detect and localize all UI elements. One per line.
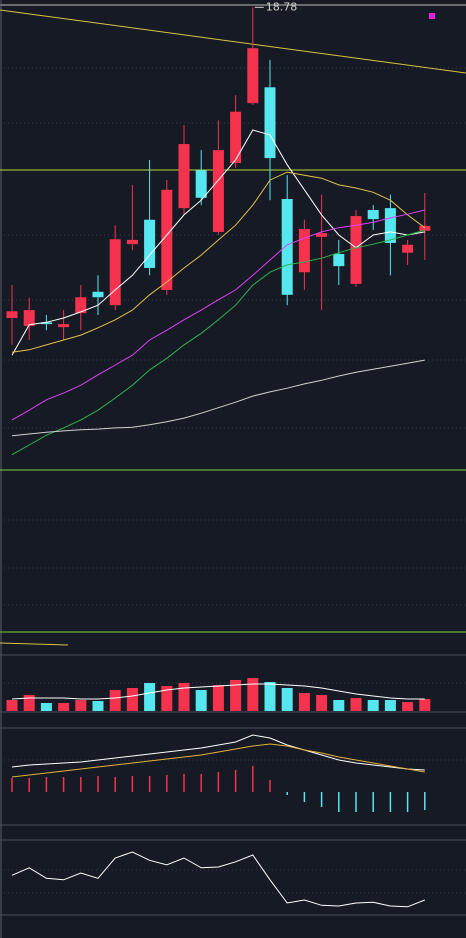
volume-bar <box>333 700 345 711</box>
volume-bar <box>298 693 310 711</box>
trend-line <box>0 9 466 74</box>
volume-bar <box>247 678 259 711</box>
candle-body <box>298 228 310 273</box>
volume-bar <box>144 683 156 711</box>
volume-bar <box>58 703 70 711</box>
candle-body <box>58 324 70 328</box>
candle-body <box>212 150 224 232</box>
candle-body <box>195 170 207 198</box>
candle-body <box>109 239 121 306</box>
volume-bar <box>367 700 379 711</box>
candle-body <box>316 233 328 237</box>
candle-body <box>350 216 362 284</box>
candle-body <box>178 144 190 209</box>
marker <box>429 13 435 19</box>
volume-bar <box>264 682 276 711</box>
volume-bar <box>350 698 362 711</box>
candle-body <box>75 297 87 314</box>
candle-body <box>126 239 138 245</box>
volume-bar <box>23 695 35 711</box>
volume-bar <box>6 700 18 711</box>
candle-body <box>264 87 276 159</box>
line <box>11 229 425 456</box>
volume-bar <box>126 688 138 711</box>
candle-body <box>92 291 104 298</box>
volume-bar <box>402 702 414 711</box>
candle-body <box>40 322 52 325</box>
candle-body <box>419 225 431 231</box>
line <box>11 171 426 353</box>
line <box>11 209 425 421</box>
volume-bar <box>109 690 121 711</box>
volume-bar <box>195 690 207 711</box>
candle-body <box>384 208 396 243</box>
volume-bar <box>316 695 328 711</box>
volume-bar <box>178 683 190 711</box>
line <box>11 734 425 771</box>
candle-body <box>281 198 293 295</box>
candle-body <box>6 311 18 319</box>
candle-body <box>367 209 379 220</box>
high-label: 18.78 <box>266 0 298 13</box>
candle-body <box>247 48 259 104</box>
volume-bar <box>212 685 224 711</box>
volume-bar <box>40 703 52 711</box>
volume-bar <box>75 700 87 711</box>
candle-body <box>333 253 345 267</box>
volume-bar <box>161 686 173 711</box>
line <box>11 683 425 700</box>
volume-bar <box>384 700 396 711</box>
volume-bar <box>230 680 242 711</box>
candle-body <box>144 219 156 268</box>
line <box>11 743 425 778</box>
volume-bar <box>92 701 104 711</box>
volume-bar <box>281 688 293 711</box>
candle-body <box>230 111 242 163</box>
volume-bar <box>419 699 431 711</box>
indicator-stub <box>0 642 69 646</box>
line <box>11 359 425 437</box>
candle-body <box>23 310 35 326</box>
line <box>11 851 425 908</box>
candle-body <box>402 244 414 253</box>
candle-body <box>161 189 173 290</box>
